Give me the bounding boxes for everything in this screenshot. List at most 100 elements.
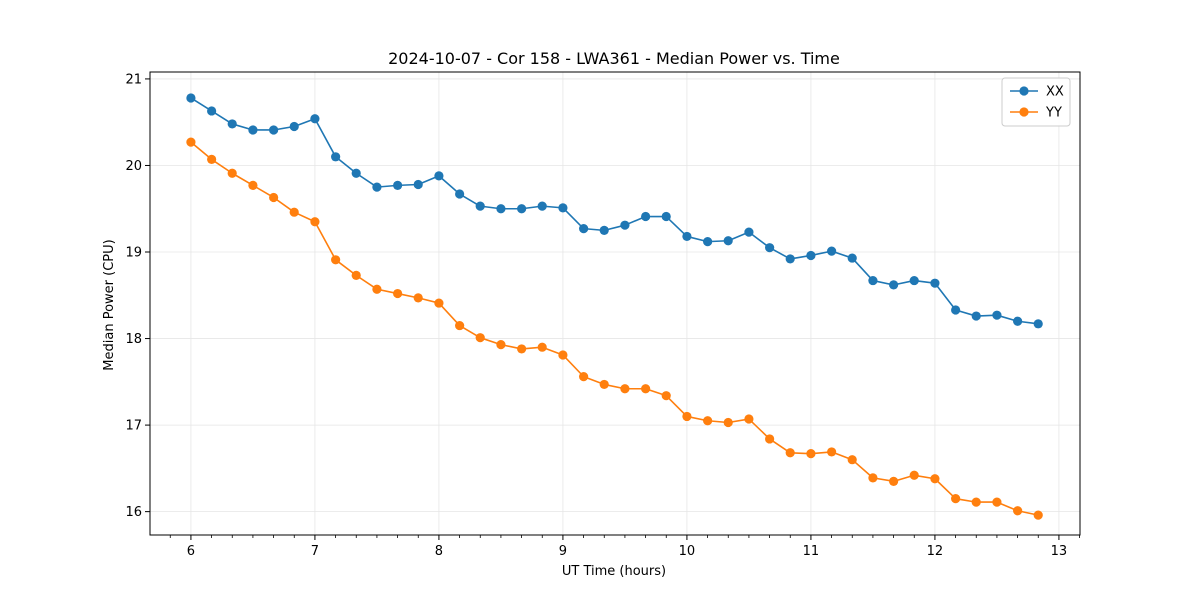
y-tick-label: 19	[125, 246, 142, 261]
data-point-xx	[248, 125, 258, 135]
data-point-xx	[723, 236, 733, 246]
y-tick-label: 16	[125, 505, 142, 520]
y-tick-label: 21	[125, 72, 142, 87]
data-point-xx	[434, 171, 444, 181]
data-point-xx	[765, 243, 775, 253]
data-point-xx	[331, 152, 341, 162]
data-point-yy	[703, 416, 713, 426]
data-point-yy	[289, 207, 299, 217]
data-point-yy	[951, 494, 961, 504]
data-point-yy	[475, 333, 485, 343]
data-point-yy	[744, 414, 754, 424]
data-point-xx	[517, 204, 527, 214]
axes: 6 7 8 9 10 11 12 13 16 17 18 19 20 21	[125, 71, 1081, 559]
data-point-yy	[723, 417, 733, 428]
data-point-xx	[372, 182, 382, 192]
data-point-xx	[393, 180, 403, 190]
x-tick-label: 10	[679, 544, 696, 559]
legend-label-yy: YY	[1045, 106, 1062, 121]
data-point-xx	[827, 246, 837, 256]
data-point-yy	[827, 447, 837, 457]
data-point-xx	[620, 220, 630, 230]
data-point-xx	[351, 168, 361, 178]
y-tick-label: 18	[125, 332, 142, 347]
data-point-yy	[620, 384, 630, 394]
y-tick-label: 17	[125, 419, 142, 434]
data-point-xx	[661, 211, 671, 222]
data-point-xx	[909, 275, 919, 286]
data-point-yy	[1013, 506, 1023, 516]
data-point-yy	[393, 288, 403, 299]
x-tick-label: 11	[803, 544, 820, 559]
data-point-yy	[207, 154, 217, 165]
data-point-yy	[351, 270, 361, 280]
legend-box	[1001, 77, 1071, 127]
data-point-yy	[537, 342, 547, 352]
data-point-yy	[889, 476, 899, 486]
data-point-yy	[269, 192, 279, 203]
data-point-yy	[682, 411, 692, 422]
legend-marker-xx	[1019, 86, 1029, 96]
x-tick-label: 8	[435, 544, 443, 559]
data-point-xx	[558, 203, 568, 213]
data-point-xx	[889, 280, 899, 290]
data-point-yy	[579, 372, 589, 382]
data-point-xx	[455, 189, 465, 199]
data-point-yy	[641, 384, 651, 394]
data-point-yy	[496, 340, 506, 350]
data-point-xx	[806, 250, 816, 261]
data-point-yy	[434, 298, 444, 308]
data-point-xx	[599, 225, 609, 235]
x-tick-label: 9	[559, 544, 567, 559]
data-point-yy	[413, 293, 423, 303]
data-point-xx	[579, 224, 589, 234]
data-point-xx	[951, 305, 961, 315]
x-tick-label: 7	[311, 544, 319, 559]
data-point-xx	[682, 231, 692, 242]
chart-title: 2024-10-07 - Cor 158 - LWA361 - Median P…	[388, 49, 840, 68]
x-tick-label: 12	[927, 544, 944, 559]
data-point-xx	[413, 179, 423, 190]
data-point-xx	[269, 125, 279, 135]
data-point-yy	[227, 168, 237, 178]
data-point-yy	[806, 449, 816, 459]
data-point-yy	[455, 320, 465, 331]
legend-marker-yy	[1019, 107, 1029, 117]
x-tick-label: 13	[1051, 544, 1068, 559]
data-point-xx	[930, 278, 940, 288]
y-tick-label: 20	[125, 159, 142, 174]
data-point-xx	[496, 204, 506, 214]
data-point-xx	[641, 211, 651, 222]
data-point-xx	[744, 227, 754, 237]
data-point-yy	[599, 379, 609, 390]
data-point-xx	[1033, 319, 1043, 329]
data-point-yy	[517, 344, 527, 354]
legend: XX YY	[1001, 77, 1071, 127]
data-point-yy	[847, 455, 857, 465]
data-point-xx	[310, 114, 320, 124]
data-point-yy	[785, 448, 795, 458]
data-point-xx	[868, 275, 878, 286]
data-point-xx	[1013, 316, 1023, 326]
data-point-yy	[868, 473, 878, 483]
data-point-yy	[372, 284, 382, 294]
data-point-xx	[537, 201, 547, 211]
x-axis-label: UT Time (hours)	[562, 564, 666, 579]
data-point-xx	[186, 93, 196, 103]
data-point-yy	[310, 217, 320, 227]
data-point-yy	[558, 350, 568, 360]
data-point-yy	[909, 470, 919, 480]
data-point-xx	[289, 121, 299, 132]
data-point-xx	[703, 237, 713, 247]
data-point-xx	[475, 201, 485, 211]
data-point-yy	[930, 474, 940, 484]
data-point-yy	[1033, 510, 1043, 520]
data-point-yy	[661, 391, 671, 401]
data-point-xx	[847, 253, 857, 263]
data-point-xx	[992, 310, 1002, 320]
x-tick-label: 6	[187, 544, 195, 559]
plot-frame	[149, 71, 1081, 536]
data-point-xx	[785, 254, 795, 264]
data-point-yy	[186, 137, 196, 147]
legend-label-xx: XX	[1046, 85, 1064, 100]
